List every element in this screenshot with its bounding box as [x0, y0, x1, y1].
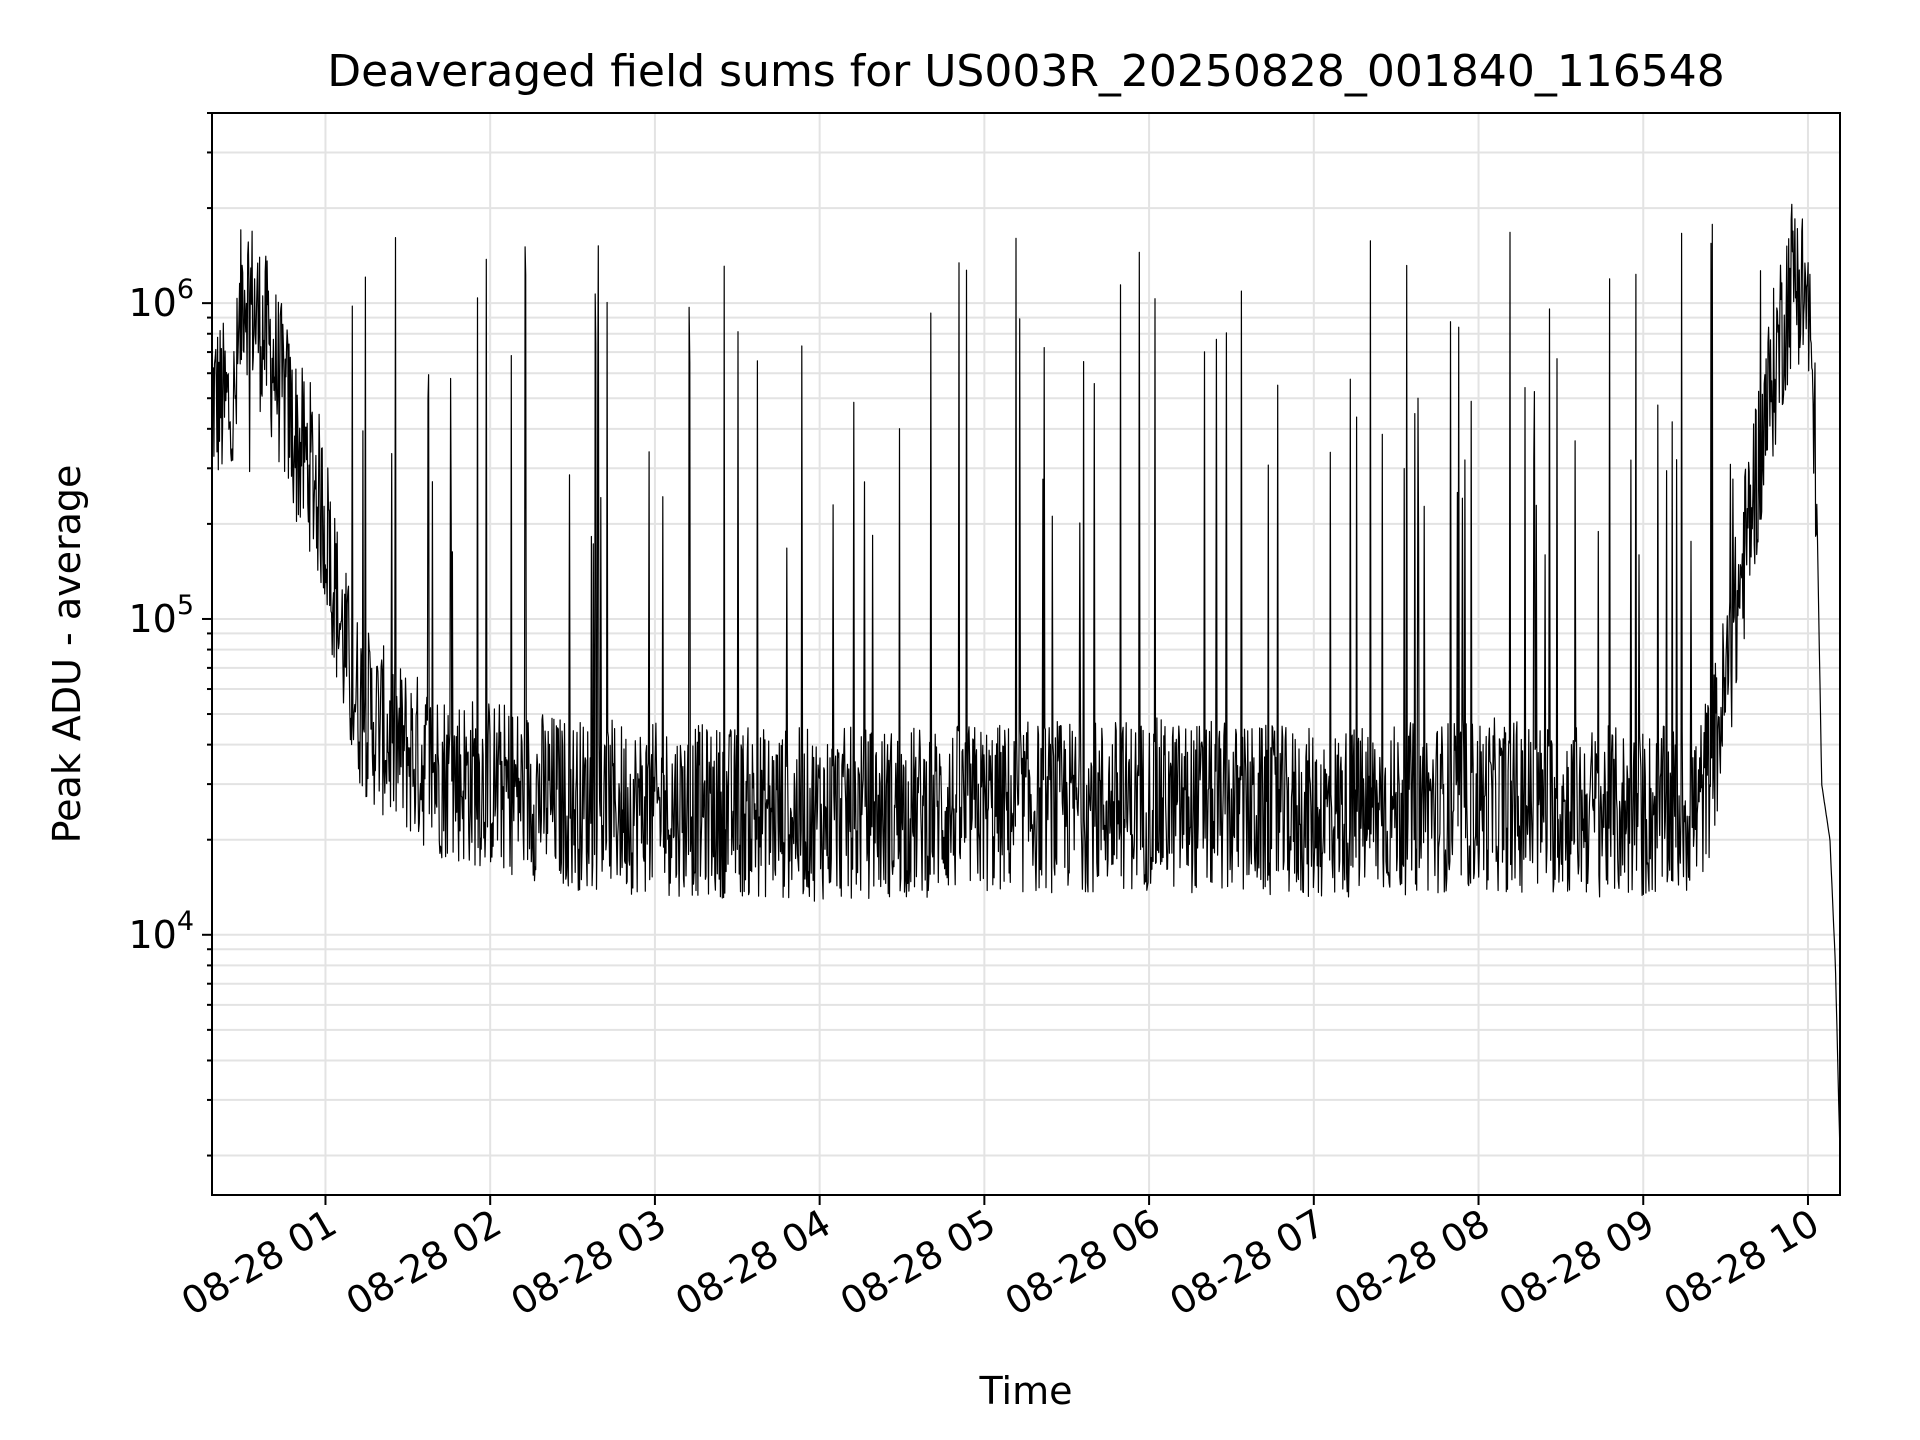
x-tick-label: 08-28 01 — [174, 1201, 344, 1325]
y-tick-label: 105 — [128, 590, 194, 641]
chart-title: Deaveraged field sums for US003R_2025082… — [327, 46, 1725, 97]
x-tick-label: 08-28 03 — [503, 1201, 673, 1325]
x-tick-label: 08-28 10 — [1657, 1201, 1827, 1325]
x-tick-label: 08-28 07 — [1162, 1201, 1332, 1325]
grid — [212, 112, 1840, 1195]
y-tick-label: 106 — [128, 274, 194, 325]
x-tick-label: 08-28 04 — [668, 1201, 838, 1325]
y-tick-label: 104 — [128, 906, 194, 957]
x-axis-label: Time — [979, 1369, 1073, 1413]
x-tick-label: 08-28 05 — [833, 1201, 1003, 1325]
y-axis-label: Peak ADU - average — [45, 465, 89, 844]
plot-area — [212, 203, 1840, 1156]
x-tick-label: 08-28 02 — [339, 1201, 509, 1325]
x-tick-label: 08-28 09 — [1492, 1201, 1662, 1325]
axes-frame — [211, 112, 1841, 1196]
series-line — [212, 203, 1840, 1156]
x-tick-label: 08-28 06 — [998, 1201, 1168, 1325]
x-tick-label: 08-28 08 — [1327, 1201, 1497, 1325]
